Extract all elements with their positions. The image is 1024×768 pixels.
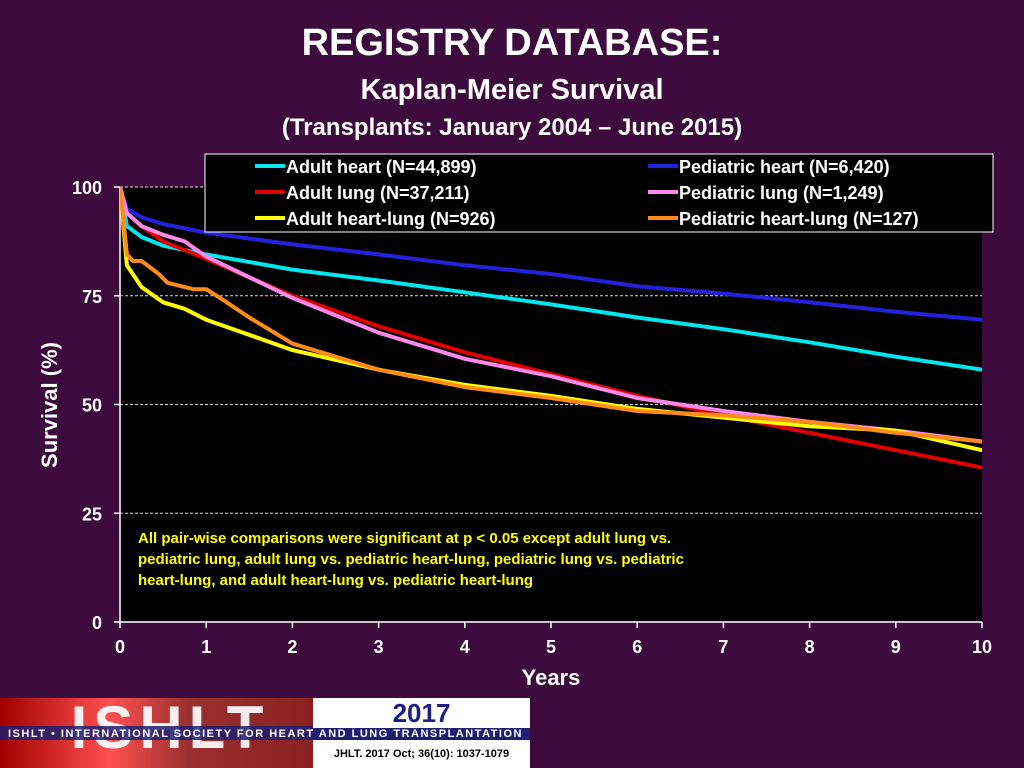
- series-line-0: [120, 187, 982, 372]
- significance-note-line: All pair-wise comparisons were significa…: [138, 530, 671, 547]
- x-tick-label: 7: [718, 637, 728, 657]
- legend-item: Pediatric heart (N=6,420): [648, 157, 890, 177]
- legend-item: Pediatric heart-lung (N=127): [648, 209, 919, 229]
- org-name: ISHLT • INTERNATIONAL SOCIETY FOR HEART …: [8, 728, 523, 740]
- legend-box: [204, 153, 994, 233]
- x-tick-label: 3: [374, 637, 384, 657]
- y-tick-label: 25: [82, 504, 102, 524]
- legend-item: Adult heart-lung (N=926): [255, 209, 496, 229]
- page-subtitle: Kaplan-Meier Survival: [360, 74, 664, 106]
- legend-label: Adult heart-lung (N=926): [286, 209, 496, 229]
- citation: JHLT. 2017 Oct; 36(10): 1037-1079: [313, 740, 530, 768]
- report-year: 2017: [313, 698, 530, 728]
- series-line-1: [120, 187, 982, 322]
- page-title: REGISTRY DATABASE:: [301, 22, 723, 64]
- legend-label: Pediatric lung (N=1,249): [679, 183, 884, 203]
- x-tick-label: 4: [460, 637, 470, 657]
- x-tick-label: 9: [891, 637, 901, 657]
- legend-label: Adult heart (N=44,899): [286, 157, 477, 177]
- legend-label: Adult lung (N=37,211): [286, 183, 470, 203]
- legend-item: Adult lung (N=37,211): [255, 183, 470, 203]
- y-tick-label: 75: [82, 287, 102, 307]
- significance-note-line: heart-lung, and adult heart-lung vs. ped…: [138, 572, 533, 589]
- legend-label: Pediatric heart-lung (N=127): [679, 209, 919, 229]
- ishlt-logo: ISHLT ISHLT • INTERNATIONAL SOCIETY FOR …: [0, 698, 530, 768]
- legend-label: Pediatric heart (N=6,420): [679, 157, 890, 177]
- significance-note-line: pediatric lung, adult lung vs. pediatric…: [138, 551, 684, 568]
- x-tick-label: 8: [805, 637, 815, 657]
- y-tick-label: 50: [82, 396, 102, 416]
- legend-item: Adult heart (N=44,899): [255, 157, 477, 177]
- x-axis-label: Years: [522, 665, 581, 690]
- y-tick-label: 0: [92, 613, 102, 633]
- y-axis-label: Survival (%): [37, 342, 62, 468]
- page-subtitle-date-range: (Transplants: January 2004 – June 2015): [281, 114, 743, 141]
- x-tick-label: 5: [546, 637, 556, 657]
- x-tick-label: 2: [287, 637, 297, 657]
- x-tick-label: 6: [632, 637, 642, 657]
- series-line-5: [120, 187, 982, 444]
- x-tick-label: 0: [115, 637, 125, 657]
- x-tick-label: 1: [201, 637, 211, 657]
- x-tick-label: 10: [972, 637, 992, 657]
- y-tick-label: 100: [72, 178, 102, 198]
- legend-item: Pediatric lung (N=1,249): [648, 183, 884, 203]
